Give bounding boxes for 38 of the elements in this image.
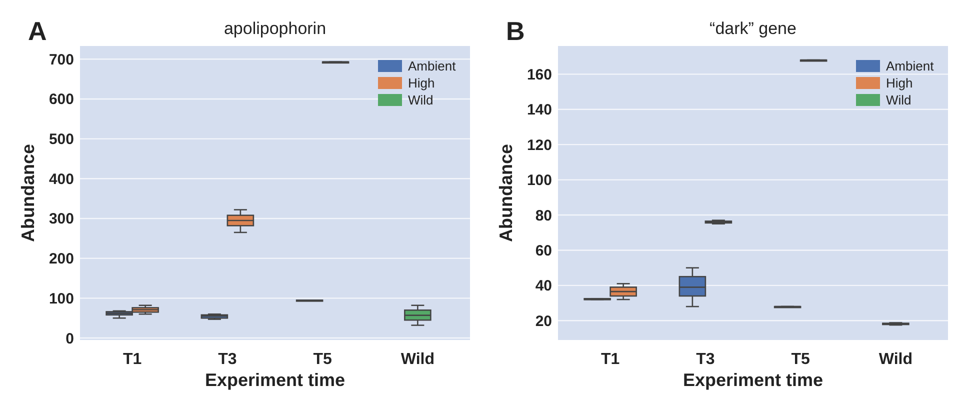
y-tick-label: 700 — [48, 51, 74, 68]
y-tick-label: 100 — [526, 172, 552, 190]
y-tick-label: 60 — [535, 242, 552, 260]
y-tick-label: 140 — [526, 102, 552, 119]
y-tick-label: 600 — [48, 91, 74, 108]
legend-label: Ambient — [886, 58, 934, 74]
x-axis-title: Experiment time — [682, 370, 824, 390]
legend-label: Wild — [886, 92, 912, 108]
y-tick-label: 160 — [526, 66, 552, 84]
text: B — [506, 16, 525, 46]
chart-title: apolipophorin — [224, 19, 326, 38]
y-tick-label: 0 — [66, 330, 74, 348]
text: A — [28, 16, 47, 46]
y-axis-title: Abundance — [18, 144, 38, 242]
x-tick-label: T1 — [600, 351, 620, 368]
x-tick-label: T5 — [791, 351, 810, 368]
x-tick-label: Wild — [400, 351, 434, 368]
y-tick-label: 20 — [535, 312, 552, 330]
x-tick-label: T3 — [218, 351, 237, 368]
x-tick-label: T5 — [313, 351, 332, 368]
y-tick-label: 100 — [48, 290, 74, 308]
legend-label: High — [886, 76, 913, 91]
x-tick-label: T1 — [122, 351, 142, 368]
y-tick-label: 80 — [535, 207, 552, 224]
legend-label: High — [408, 76, 435, 91]
x-tick-label: Wild — [878, 351, 912, 368]
legend-label: Wild — [408, 92, 434, 108]
y-tick-label: 200 — [48, 250, 74, 268]
y-tick-label: 40 — [535, 278, 552, 295]
y-tick-label: 400 — [48, 170, 74, 188]
x-axis-title: Experiment time — [204, 370, 346, 390]
y-tick-label: 120 — [526, 136, 552, 154]
y-axis-title: Abundance — [496, 144, 516, 242]
y-tick-label: 300 — [48, 210, 74, 228]
legend-label: Ambient — [408, 58, 456, 74]
chart-title: “dark” gene — [710, 19, 796, 38]
x-tick-label: T3 — [696, 351, 715, 368]
y-tick-label: 500 — [48, 131, 74, 148]
